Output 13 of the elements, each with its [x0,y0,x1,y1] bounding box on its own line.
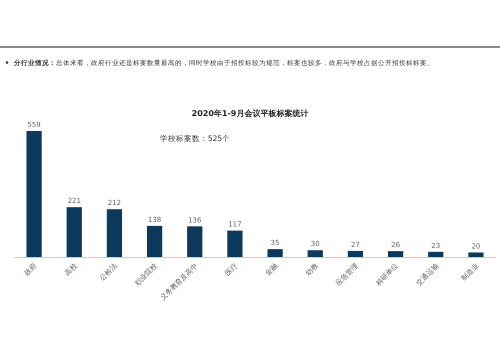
bar [227,230,243,257]
bar [26,131,42,257]
bar [106,209,122,257]
bar [388,251,404,257]
bar [66,207,82,257]
bar [267,249,283,257]
bar [308,250,323,257]
bar [187,226,202,257]
bar [348,250,364,257]
bar [146,226,162,257]
chart-title: 2020年1-9月会议平板标案统计 [192,108,308,118]
bar [468,252,484,257]
bar [428,252,444,257]
